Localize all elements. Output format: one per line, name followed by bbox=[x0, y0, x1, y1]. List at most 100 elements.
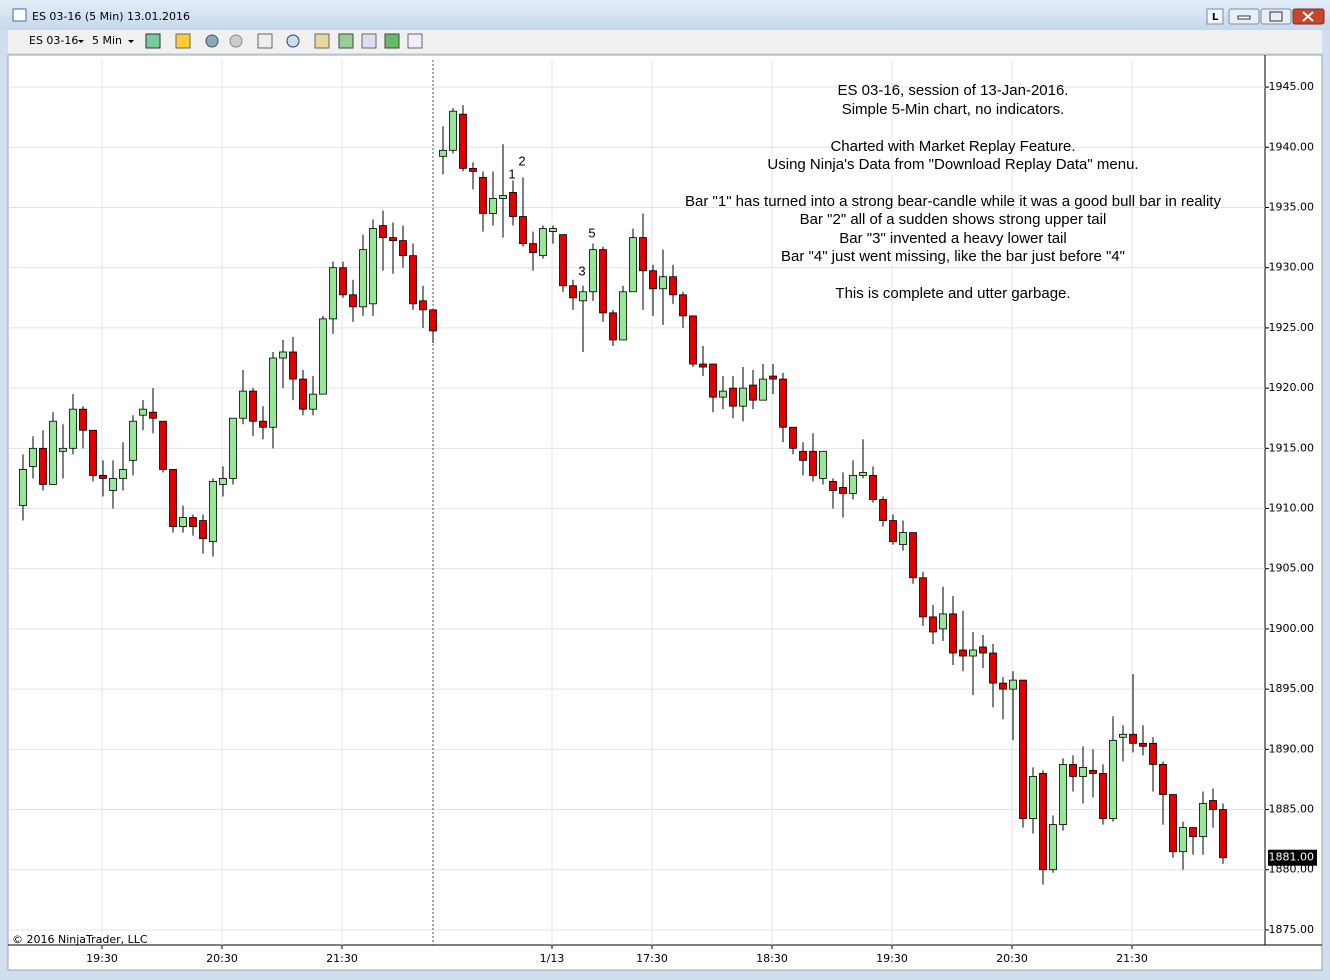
candle-body bbox=[589, 249, 597, 293]
candle-body bbox=[879, 499, 887, 521]
candle-body bbox=[419, 300, 427, 311]
candle-body bbox=[1069, 763, 1077, 777]
candle-body bbox=[599, 249, 607, 314]
candle-body bbox=[849, 475, 857, 494]
candle-body bbox=[409, 255, 417, 305]
y-tick-label: 1885.00 bbox=[1269, 803, 1315, 816]
candle-body bbox=[1199, 803, 1207, 838]
candle-body bbox=[159, 420, 167, 470]
tool-icon[interactable] bbox=[205, 34, 219, 48]
annotation: 2 bbox=[518, 153, 525, 168]
candle-body bbox=[339, 267, 347, 296]
y-tick-label: 1910.00 bbox=[1269, 502, 1315, 515]
y-tick-label: 1930.00 bbox=[1269, 261, 1315, 274]
candle-body bbox=[669, 276, 677, 296]
candle-body bbox=[359, 249, 367, 308]
tool-icon[interactable] bbox=[338, 33, 354, 49]
candle-body bbox=[189, 517, 197, 527]
maximize-icon bbox=[1269, 11, 1283, 22]
close-icon bbox=[1302, 11, 1314, 22]
interval-selector[interactable]: 5 Min bbox=[92, 34, 122, 47]
tool-icon[interactable] bbox=[384, 33, 400, 49]
toolbar-icons bbox=[145, 33, 423, 49]
copyright: © 2016 NinjaTrader, LLC bbox=[12, 933, 148, 946]
candle-body bbox=[559, 234, 567, 287]
candle-body bbox=[309, 393, 317, 410]
candle-body bbox=[179, 517, 187, 527]
candle-body bbox=[709, 363, 717, 398]
candle-body bbox=[959, 649, 967, 657]
candle-body bbox=[729, 387, 737, 407]
instrument-selector[interactable]: ES 03-16 bbox=[29, 34, 78, 47]
x-tick-label: 20:30 bbox=[996, 952, 1028, 965]
note-line: Simple 5-Min chart, no indicators. bbox=[842, 101, 1065, 118]
candle-body bbox=[429, 309, 437, 332]
maximize-button[interactable] bbox=[1260, 8, 1292, 25]
candle-body bbox=[459, 113, 467, 169]
note-line: Bar "4" just went missing, like the bar … bbox=[781, 248, 1125, 265]
x-tick-label: 19:30 bbox=[86, 952, 118, 965]
tool-icon[interactable] bbox=[229, 34, 243, 48]
candle-body bbox=[1019, 679, 1027, 819]
candle-body bbox=[149, 411, 157, 419]
candle-body bbox=[889, 520, 897, 543]
candle-body bbox=[539, 228, 547, 257]
y-tick-label: 1880.00 bbox=[1269, 863, 1315, 876]
link-button-label: L bbox=[1212, 12, 1219, 23]
tool-icon[interactable] bbox=[361, 33, 377, 49]
y-tick-label: 1940.00 bbox=[1269, 140, 1315, 153]
dropdown-arrow bbox=[128, 40, 134, 43]
candle-body bbox=[949, 613, 957, 654]
y-tick-label: 1905.00 bbox=[1269, 562, 1315, 575]
candle-body bbox=[299, 378, 307, 410]
candle-body bbox=[39, 447, 47, 485]
candle-body bbox=[329, 267, 337, 320]
candle-body bbox=[909, 532, 917, 579]
candle-body bbox=[509, 192, 517, 217]
draw-icon[interactable] bbox=[175, 33, 191, 49]
candles bbox=[19, 105, 1227, 885]
note-line: Charted with Market Replay Feature. bbox=[830, 138, 1075, 155]
candle-body bbox=[249, 390, 257, 422]
cursor-icon[interactable] bbox=[257, 33, 273, 49]
candle-body bbox=[289, 351, 297, 380]
candle-body bbox=[579, 291, 587, 302]
bar-type-icon[interactable] bbox=[145, 33, 161, 49]
candle-body bbox=[1039, 773, 1047, 871]
candle-body bbox=[739, 387, 747, 407]
toolbar bbox=[8, 30, 1322, 53]
candle-body bbox=[169, 468, 177, 527]
candle-body bbox=[489, 198, 497, 214]
candle-body bbox=[269, 357, 277, 428]
candle-body bbox=[349, 294, 357, 308]
candle-body bbox=[899, 532, 907, 546]
note-line: This is complete and utter garbage. bbox=[835, 285, 1070, 302]
zoom-icon[interactable] bbox=[286, 34, 300, 48]
x-tick-label: 18:30 bbox=[756, 952, 788, 965]
tool-icon[interactable] bbox=[314, 33, 330, 49]
y-tick-label: 1925.00 bbox=[1269, 321, 1315, 334]
candle-body bbox=[119, 468, 127, 479]
candle-body bbox=[1059, 763, 1067, 825]
candle-body bbox=[979, 646, 987, 654]
candle-body bbox=[549, 228, 557, 232]
x-tick-label: 1/13 bbox=[540, 952, 565, 965]
minimize-icon bbox=[1237, 15, 1251, 20]
candle-body bbox=[619, 291, 627, 341]
candle-body bbox=[439, 149, 447, 157]
candle-body bbox=[699, 363, 707, 368]
note-line: ES 03-16, session of 13-Jan-2016. bbox=[838, 82, 1069, 99]
candle-body bbox=[209, 481, 217, 543]
y-tick-label: 1935.00 bbox=[1269, 201, 1315, 214]
link-button[interactable] bbox=[1206, 8, 1224, 25]
x-tick-label: 21:30 bbox=[326, 952, 358, 965]
candle-body bbox=[469, 167, 477, 172]
x-tick-label: 20:30 bbox=[206, 952, 238, 965]
last-price-label: 1881.00 bbox=[1269, 851, 1315, 864]
candle-body bbox=[319, 318, 327, 395]
candle-body bbox=[779, 378, 787, 428]
tool-icon[interactable] bbox=[407, 33, 423, 49]
candle-body bbox=[99, 475, 107, 479]
candle-body bbox=[629, 237, 637, 293]
